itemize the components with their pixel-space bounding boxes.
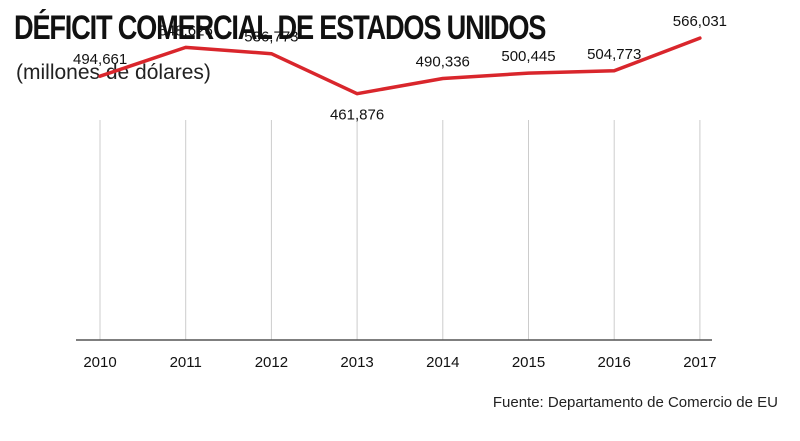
x-tick-label-2011: 2011	[170, 354, 202, 371]
source-note: Fuente: Departamento de Comercio de EU	[492, 394, 778, 411]
data-label-2012: 536,773	[244, 29, 298, 46]
data-label-2011: 548,626	[159, 22, 213, 39]
x-tick-label-2016: 2016	[598, 354, 631, 371]
grid-lines	[99, 120, 701, 340]
data-label-2016: 504,773	[587, 46, 641, 63]
x-tick-label-2010: 2010	[83, 354, 116, 371]
x-tick-label-2013: 2013	[340, 354, 373, 371]
data-label-2017: 566,031	[673, 13, 727, 30]
data-label-2010: 494,661	[73, 51, 127, 68]
x-tick-label-2015: 2015	[512, 354, 545, 371]
data-label-2014: 490,336	[416, 53, 470, 70]
data-label-2013: 461,876	[330, 107, 384, 124]
x-tick-label-2017: 2017	[683, 354, 716, 371]
x-tick-label-2012: 2012	[255, 354, 288, 371]
data-labels: 494,661 548,626 536,773 461,876 490,336 500,4…	[73, 13, 727, 124]
data-label-2015: 500,445	[501, 48, 555, 65]
chart-title: DÉFICIT COMERCIAL DE ESTADOS UNIDOS	[14, 9, 546, 47]
series-line	[98, 36, 702, 96]
x-tick-label-2014: 2014	[426, 354, 459, 371]
x-tick-labels: 2010 2011 2012 2013 2014 2015 2016 2017	[83, 354, 716, 371]
